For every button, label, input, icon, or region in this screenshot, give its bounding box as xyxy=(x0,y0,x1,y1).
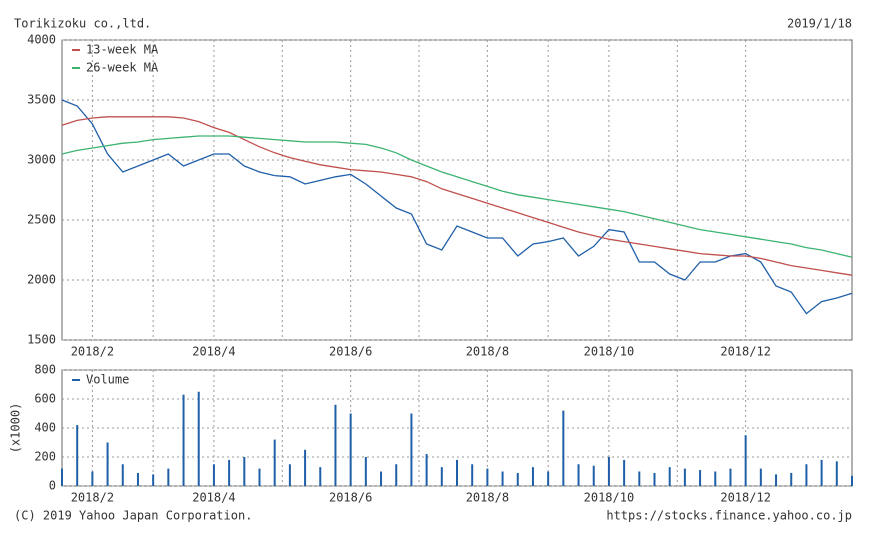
y-tick-label: 800 xyxy=(34,363,56,377)
volume-bar xyxy=(623,459,626,486)
volume-bar xyxy=(547,471,550,486)
y-tick-label: 400 xyxy=(34,421,56,435)
x-tick-label: 2018/2 xyxy=(71,491,114,505)
x-tick-label: 2018/12 xyxy=(720,345,771,359)
volume-bar xyxy=(775,474,778,486)
volume-bar xyxy=(212,464,215,486)
x-tick-label: 2018/10 xyxy=(584,345,635,359)
volume-bar xyxy=(364,457,367,486)
volume-bar xyxy=(820,459,823,486)
volume-bar xyxy=(683,468,686,486)
volume-bar xyxy=(562,410,565,486)
price-line xyxy=(61,116,853,276)
volume-bar xyxy=(790,472,793,486)
y-axis-label: (x1000) xyxy=(9,403,23,454)
x-tick-label: 2018/8 xyxy=(466,345,509,359)
volume-bar xyxy=(76,425,79,486)
volume-bar xyxy=(425,454,428,486)
y-tick-label: 2500 xyxy=(27,213,56,227)
volume-bar xyxy=(577,464,580,486)
price-line xyxy=(61,135,853,258)
volume-bar xyxy=(759,468,762,486)
volume-bar xyxy=(136,472,139,486)
volume-bar xyxy=(607,457,610,486)
volume-bar xyxy=(410,413,413,486)
x-tick-label: 2018/4 xyxy=(192,345,235,359)
copyright: (C) 2019 Yahoo Japan Corporation. xyxy=(14,509,252,523)
volume-bar xyxy=(729,468,732,486)
volume-bar xyxy=(516,472,519,486)
volume-bar xyxy=(456,459,458,486)
legend-label: Volume xyxy=(86,373,129,387)
source-url: https://stocks.finance.yahoo.co.jp xyxy=(606,509,852,523)
volume-bar xyxy=(288,464,291,486)
y-tick-label: 0 xyxy=(49,479,56,493)
volume-bar xyxy=(334,404,337,486)
volume-bar xyxy=(714,471,717,486)
y-tick-label: 600 xyxy=(34,392,56,406)
y-tick-label: 1500 xyxy=(27,333,56,347)
volume-bar xyxy=(228,459,231,486)
chart-title: Torikizoku co.,ltd. xyxy=(14,17,151,31)
volume-bar xyxy=(440,467,443,486)
volume-bar xyxy=(91,471,94,486)
y-tick-label: 2000 xyxy=(27,273,56,287)
y-tick-label: 3500 xyxy=(27,93,56,107)
volume-bar xyxy=(744,435,747,486)
volume-bar xyxy=(167,468,170,486)
volume-bar xyxy=(273,439,276,486)
volume-bar xyxy=(668,467,671,486)
volume-bar xyxy=(471,464,474,486)
volume-bar xyxy=(653,472,656,486)
x-tick-label: 2018/2 xyxy=(71,345,114,359)
y-tick-label: 4000 xyxy=(27,33,56,47)
legend-label: 26-week MA xyxy=(86,61,159,75)
volume-bar xyxy=(61,468,63,486)
y-tick-label: 200 xyxy=(34,450,56,464)
volume-bar xyxy=(319,467,322,486)
volume-bar xyxy=(243,457,246,486)
volume-bar xyxy=(197,391,200,486)
volume-bar xyxy=(152,474,155,486)
volume-bar xyxy=(638,471,641,486)
x-tick-label: 2018/6 xyxy=(329,491,372,505)
price-line xyxy=(61,99,853,315)
chart-date: 2019/1/18 xyxy=(787,17,852,31)
x-tick-label: 2018/10 xyxy=(584,491,635,505)
volume-bar xyxy=(395,464,398,486)
volume-bar xyxy=(835,461,838,486)
volume-bar xyxy=(182,394,185,486)
x-tick-label: 2018/8 xyxy=(466,491,509,505)
volume-bar xyxy=(592,465,595,486)
x-tick-label: 2018/12 xyxy=(720,491,771,505)
plot-frame xyxy=(61,39,853,341)
legend-label: 13-week MA xyxy=(86,43,159,57)
volume-bar xyxy=(501,471,504,486)
volume-bar xyxy=(805,464,808,486)
volume-bar xyxy=(380,471,383,486)
volume-bar xyxy=(121,464,124,486)
volume-bar xyxy=(106,442,109,486)
volume-bar xyxy=(304,449,307,486)
x-tick-label: 2018/6 xyxy=(329,345,372,359)
volume-bar xyxy=(349,413,352,486)
x-tick-label: 2018/4 xyxy=(192,491,235,505)
volume-bar xyxy=(258,468,261,486)
volume-bar xyxy=(851,475,853,486)
y-tick-label: 3000 xyxy=(27,153,56,167)
volume-bar xyxy=(486,468,489,486)
volume-bar xyxy=(531,467,534,486)
volume-bar xyxy=(699,470,702,486)
